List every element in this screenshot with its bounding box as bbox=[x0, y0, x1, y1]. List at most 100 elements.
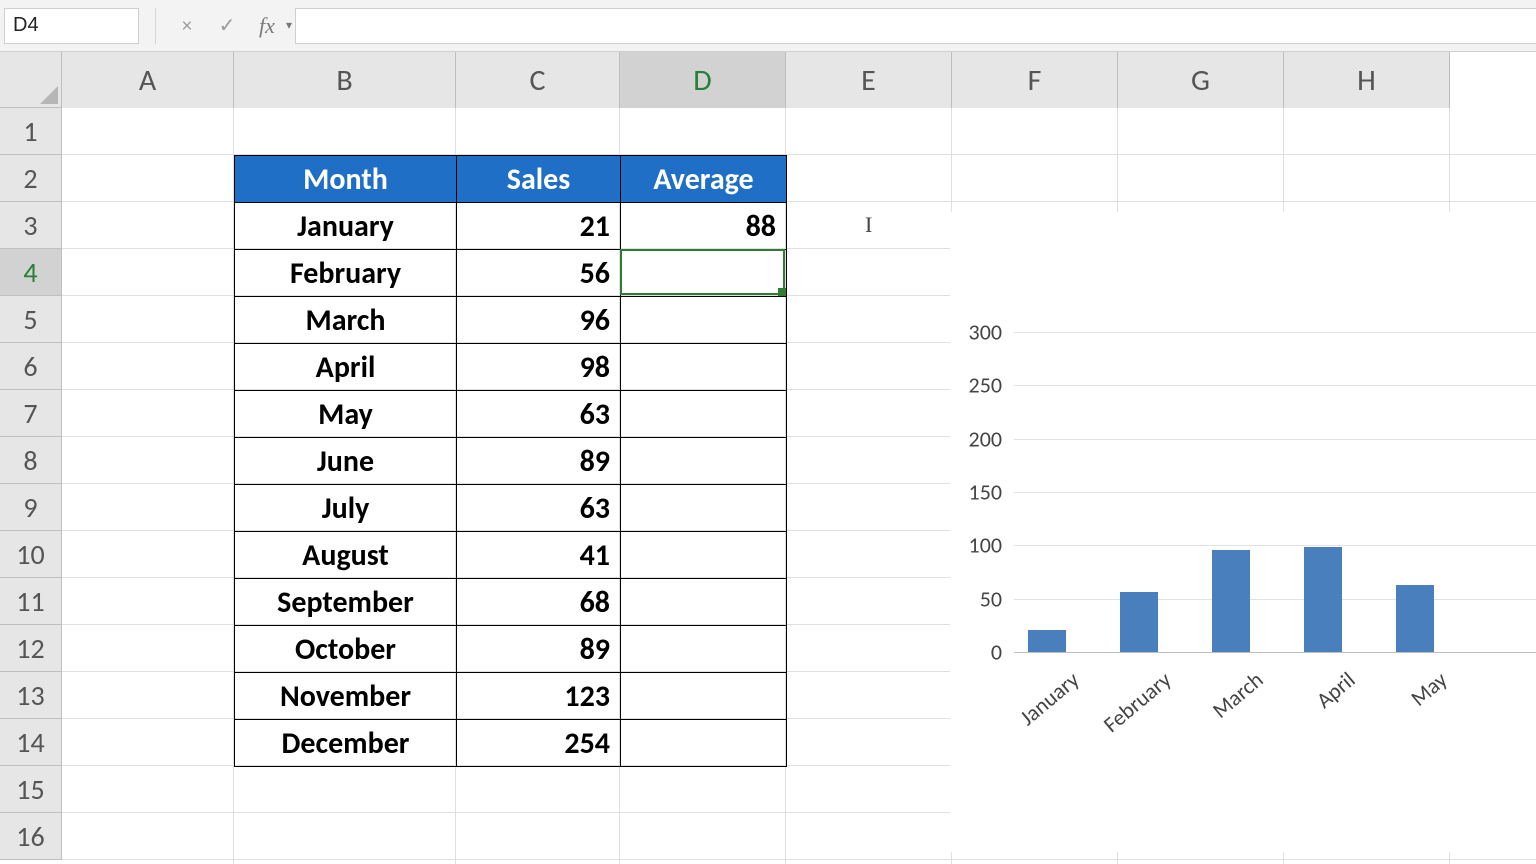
average-cell[interactable] bbox=[621, 673, 787, 720]
chart-gridline bbox=[1014, 545, 1536, 546]
row-header[interactable]: 3 bbox=[0, 202, 61, 249]
y-axis-tick-label: 200 bbox=[950, 425, 1002, 452]
cancel-icon[interactable]: × bbox=[167, 8, 207, 44]
row-header[interactable]: 9 bbox=[0, 484, 61, 531]
table-row: October89 bbox=[235, 626, 787, 673]
table-row: September68 bbox=[235, 579, 787, 626]
table-row: June89 bbox=[235, 438, 787, 485]
row-header[interactable]: 7 bbox=[0, 390, 61, 437]
sales-cell[interactable]: 254 bbox=[457, 720, 621, 767]
column-header[interactable]: H bbox=[1284, 52, 1450, 108]
text-cursor-icon: I bbox=[865, 212, 872, 238]
table-header-cell[interactable]: Month bbox=[235, 156, 457, 203]
sales-cell[interactable]: 89 bbox=[457, 626, 621, 673]
chart-bar[interactable] bbox=[1212, 550, 1250, 652]
average-cell[interactable] bbox=[621, 626, 787, 673]
fx-icon[interactable]: fx bbox=[247, 8, 287, 44]
table-row: May63 bbox=[235, 391, 787, 438]
sales-cell[interactable]: 63 bbox=[457, 391, 621, 438]
table-row: December254 bbox=[235, 720, 787, 767]
table-row: April98 bbox=[235, 344, 787, 391]
gridline bbox=[62, 859, 1536, 860]
row-header[interactable]: 8 bbox=[0, 437, 61, 484]
row-header[interactable]: 5 bbox=[0, 296, 61, 343]
x-axis-tick-label: January bbox=[1006, 666, 1085, 738]
chart-bar[interactable] bbox=[1304, 547, 1342, 652]
month-cell[interactable]: February bbox=[235, 250, 457, 297]
month-cell[interactable]: June bbox=[235, 438, 457, 485]
month-cell[interactable]: September bbox=[235, 579, 457, 626]
month-cell[interactable]: July bbox=[235, 485, 457, 532]
sales-cell[interactable]: 98 bbox=[457, 344, 621, 391]
column-header[interactable]: E bbox=[786, 52, 952, 108]
column-headers: ABCDEFGH bbox=[0, 52, 1450, 108]
average-cell[interactable] bbox=[621, 297, 787, 344]
month-cell[interactable]: November bbox=[235, 673, 457, 720]
month-cell[interactable]: April bbox=[235, 344, 457, 391]
row-header[interactable]: 6 bbox=[0, 343, 61, 390]
month-cell[interactable]: August bbox=[235, 532, 457, 579]
average-cell[interactable] bbox=[621, 720, 787, 767]
average-cell[interactable] bbox=[621, 532, 787, 579]
separator bbox=[155, 8, 161, 44]
row-header[interactable]: 10 bbox=[0, 531, 61, 578]
row-header[interactable]: 12 bbox=[0, 625, 61, 672]
average-cell[interactable] bbox=[621, 485, 787, 532]
average-cell[interactable] bbox=[621, 579, 787, 626]
average-cell[interactable] bbox=[621, 438, 787, 485]
chart-gridline bbox=[1014, 332, 1536, 333]
table-header-cell[interactable]: Sales bbox=[457, 156, 621, 203]
select-all-corner[interactable] bbox=[0, 52, 62, 108]
column-header[interactable]: C bbox=[456, 52, 620, 108]
month-cell[interactable]: March bbox=[235, 297, 457, 344]
chart-bar[interactable] bbox=[1396, 585, 1434, 652]
month-cell[interactable]: December bbox=[235, 720, 457, 767]
row-header[interactable]: 1 bbox=[0, 108, 61, 155]
month-cell[interactable]: October bbox=[235, 626, 457, 673]
data-table: MonthSalesAverage January2188February56M… bbox=[234, 155, 787, 767]
y-axis-tick-label: 100 bbox=[950, 532, 1002, 559]
x-axis-tick-label: May bbox=[1374, 666, 1453, 738]
chart-bar[interactable] bbox=[1028, 630, 1066, 652]
row-header[interactable]: 16 bbox=[0, 813, 61, 860]
x-axis-tick-label: April bbox=[1282, 666, 1361, 738]
y-axis-tick-label: 300 bbox=[950, 319, 1002, 346]
average-cell[interactable] bbox=[621, 391, 787, 438]
formula-input[interactable] bbox=[295, 8, 1536, 44]
chart-bar[interactable] bbox=[1120, 592, 1158, 652]
y-axis-tick-label: 150 bbox=[950, 479, 1002, 506]
column-header[interactable]: D bbox=[620, 52, 786, 108]
average-cell[interactable]: 88 bbox=[621, 203, 787, 250]
sales-cell[interactable]: 63 bbox=[457, 485, 621, 532]
row-header[interactable]: 11 bbox=[0, 578, 61, 625]
column-header[interactable]: A bbox=[62, 52, 234, 108]
table-row: March96 bbox=[235, 297, 787, 344]
accept-icon[interactable]: ✓ bbox=[207, 8, 247, 44]
row-header[interactable]: 2 bbox=[0, 155, 61, 202]
row-headers: 12345678910111213141516 bbox=[0, 108, 62, 860]
y-axis-tick-label: 50 bbox=[950, 585, 1002, 612]
active-cell[interactable] bbox=[620, 249, 785, 295]
sales-chart[interactable]: 050100150200250300JanuaryFebruaryMarchAp… bbox=[950, 212, 1536, 852]
chart-gridline bbox=[1014, 492, 1536, 493]
month-cell[interactable]: May bbox=[235, 391, 457, 438]
row-header[interactable]: 15 bbox=[0, 766, 61, 813]
column-header[interactable]: F bbox=[952, 52, 1118, 108]
sales-cell[interactable]: 89 bbox=[457, 438, 621, 485]
sales-cell[interactable]: 21 bbox=[457, 203, 621, 250]
column-header[interactable]: G bbox=[1118, 52, 1284, 108]
row-header[interactable]: 4 bbox=[0, 249, 61, 296]
sales-cell[interactable]: 123 bbox=[457, 673, 621, 720]
average-cell[interactable] bbox=[621, 344, 787, 391]
spreadsheet-grid[interactable]: ABCDEFGH 12345678910111213141516 MonthSa… bbox=[0, 52, 1536, 864]
name-box[interactable]: ▾ bbox=[4, 8, 139, 44]
row-header[interactable]: 13 bbox=[0, 672, 61, 719]
sales-cell[interactable]: 96 bbox=[457, 297, 621, 344]
sales-cell[interactable]: 56 bbox=[457, 250, 621, 297]
table-header-cell[interactable]: Average bbox=[621, 156, 787, 203]
row-header[interactable]: 14 bbox=[0, 719, 61, 766]
sales-cell[interactable]: 41 bbox=[457, 532, 621, 579]
month-cell[interactable]: January bbox=[235, 203, 457, 250]
sales-cell[interactable]: 68 bbox=[457, 579, 621, 626]
column-header[interactable]: B bbox=[234, 52, 456, 108]
